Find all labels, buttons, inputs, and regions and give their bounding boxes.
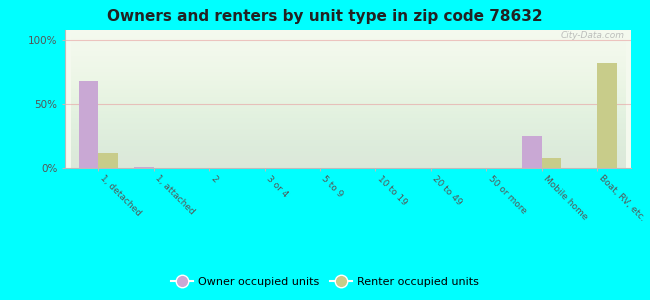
Bar <box>542 158 561 168</box>
Legend: Owner occupied units, Renter occupied units: Owner occupied units, Renter occupied un… <box>167 273 483 291</box>
Bar <box>135 167 153 168</box>
Bar <box>79 81 98 168</box>
Bar <box>98 153 118 168</box>
Text: Owners and renters by unit type in zip code 78632: Owners and renters by unit type in zip c… <box>107 9 543 24</box>
Text: City-Data.com: City-Data.com <box>561 32 625 40</box>
Bar <box>523 136 542 168</box>
Bar <box>597 63 617 168</box>
